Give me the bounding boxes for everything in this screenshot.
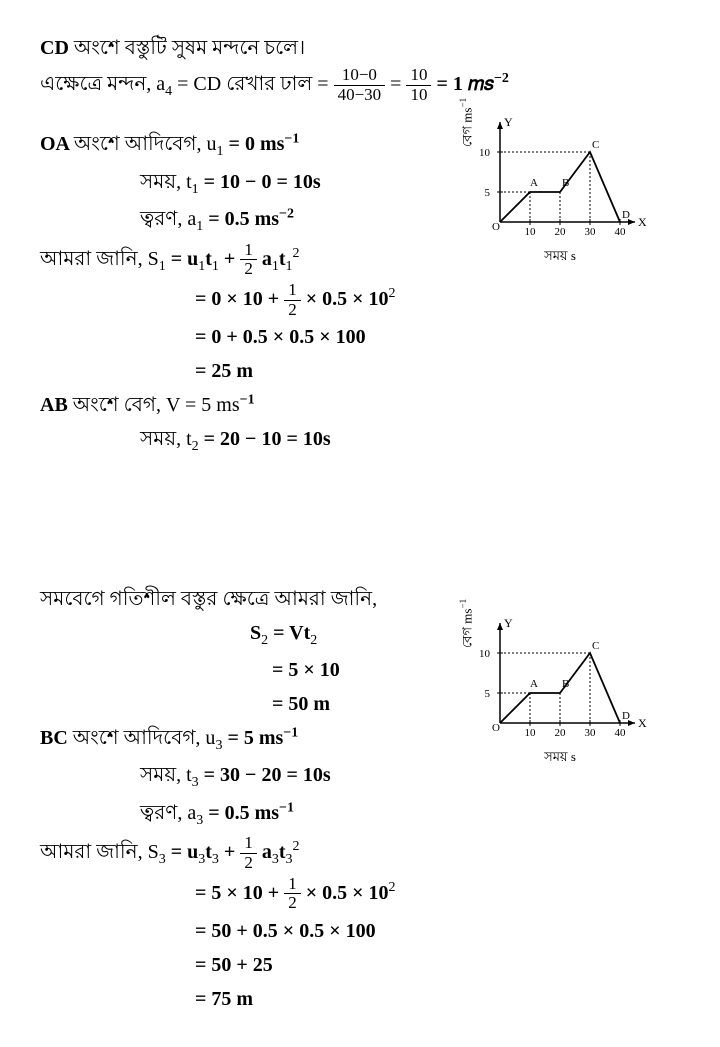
line-ab: AB অংশে বেগ, V = 5 ms−1	[40, 389, 680, 421]
line-cd: CD অংশে বস্তুটি সুষম মন্দনে চলে।	[40, 32, 680, 64]
xtick-10: 10	[525, 226, 537, 238]
svg-text:D: D	[622, 710, 630, 722]
section-2: 5 10 10 20 30 40 A B C D O X Y বেগ ms−1 …	[40, 583, 680, 1015]
line-s1-4: = 25 m	[40, 355, 680, 387]
line-a4: এক্ষেত্রে মন্দন, a4 = CD রেখার ঢাল = 10−…	[40, 66, 680, 104]
ytick-5: 5	[485, 187, 491, 199]
line-s3: আমরা জানি, S3 = u3t3 + 12 a3t32	[40, 834, 680, 872]
svg-text:A: A	[530, 678, 538, 690]
svg-text:10: 10	[525, 727, 537, 739]
pt-A: A	[530, 177, 538, 189]
svg-text:30: 30	[585, 727, 597, 739]
svg-text:5: 5	[485, 688, 491, 700]
ytick-10: 10	[479, 147, 491, 159]
axis-X: X	[638, 215, 647, 229]
line-t2: সময়, t2 = 20 − 10 = 10s	[40, 423, 680, 458]
line-a3: ত্বরণ, a3 = 0.5 ms−1	[40, 797, 680, 832]
svg-text:B: B	[562, 678, 569, 690]
xtick-20: 20	[555, 226, 567, 238]
line-s1-2: = 0 × 10 + 12 × 0.5 × 102	[40, 281, 680, 319]
svg-text:20: 20	[555, 727, 567, 739]
line-s1-3: = 0 + 0.5 × 0.5 × 100	[40, 321, 680, 353]
xtick-30: 30	[585, 226, 597, 238]
intro: সমবেগে গতিশীল বস্তুর ক্ষেত্রে আমরা জানি,	[40, 583, 680, 615]
line-s3-4: = 50 + 25	[40, 949, 680, 981]
pt-C: C	[592, 139, 599, 151]
line-s3-5: = 75 m	[40, 983, 680, 1015]
pt-D: D	[622, 209, 630, 221]
svg-text:O: O	[492, 722, 500, 734]
ylabel-2: বেগ ms−1	[456, 599, 478, 648]
graph-1: 5 10 10 20 30 40 A B C D O X Y বেগ ms−1 …	[470, 112, 650, 267]
pt-O: O	[492, 221, 500, 233]
svg-text:10: 10	[479, 648, 491, 660]
svg-text:X: X	[638, 716, 647, 730]
pt-B: B	[562, 177, 569, 189]
line-s3-2: = 5 × 10 + 12 × 0.5 × 102	[40, 875, 680, 913]
svg-text:Y: Y	[504, 616, 513, 630]
axis-Y: Y	[504, 115, 513, 129]
graph-2: 5 10 10 20 30 40 A B C D O X Y বেগ ms−1 …	[470, 613, 650, 768]
line-s3-3: = 50 + 0.5 × 0.5 × 100	[40, 915, 680, 947]
section-1: 5 10 10 20 30 40 A B C D O X Y বেগ ms−1 …	[40, 32, 680, 459]
xlabel-2: সময় s	[470, 747, 650, 768]
xtick-40: 40	[615, 226, 627, 238]
svg-text:C: C	[592, 640, 599, 652]
svg-text:40: 40	[615, 727, 627, 739]
xlabel-1: সময় s	[470, 246, 650, 267]
ylabel-1: বেগ ms−1	[456, 98, 478, 147]
